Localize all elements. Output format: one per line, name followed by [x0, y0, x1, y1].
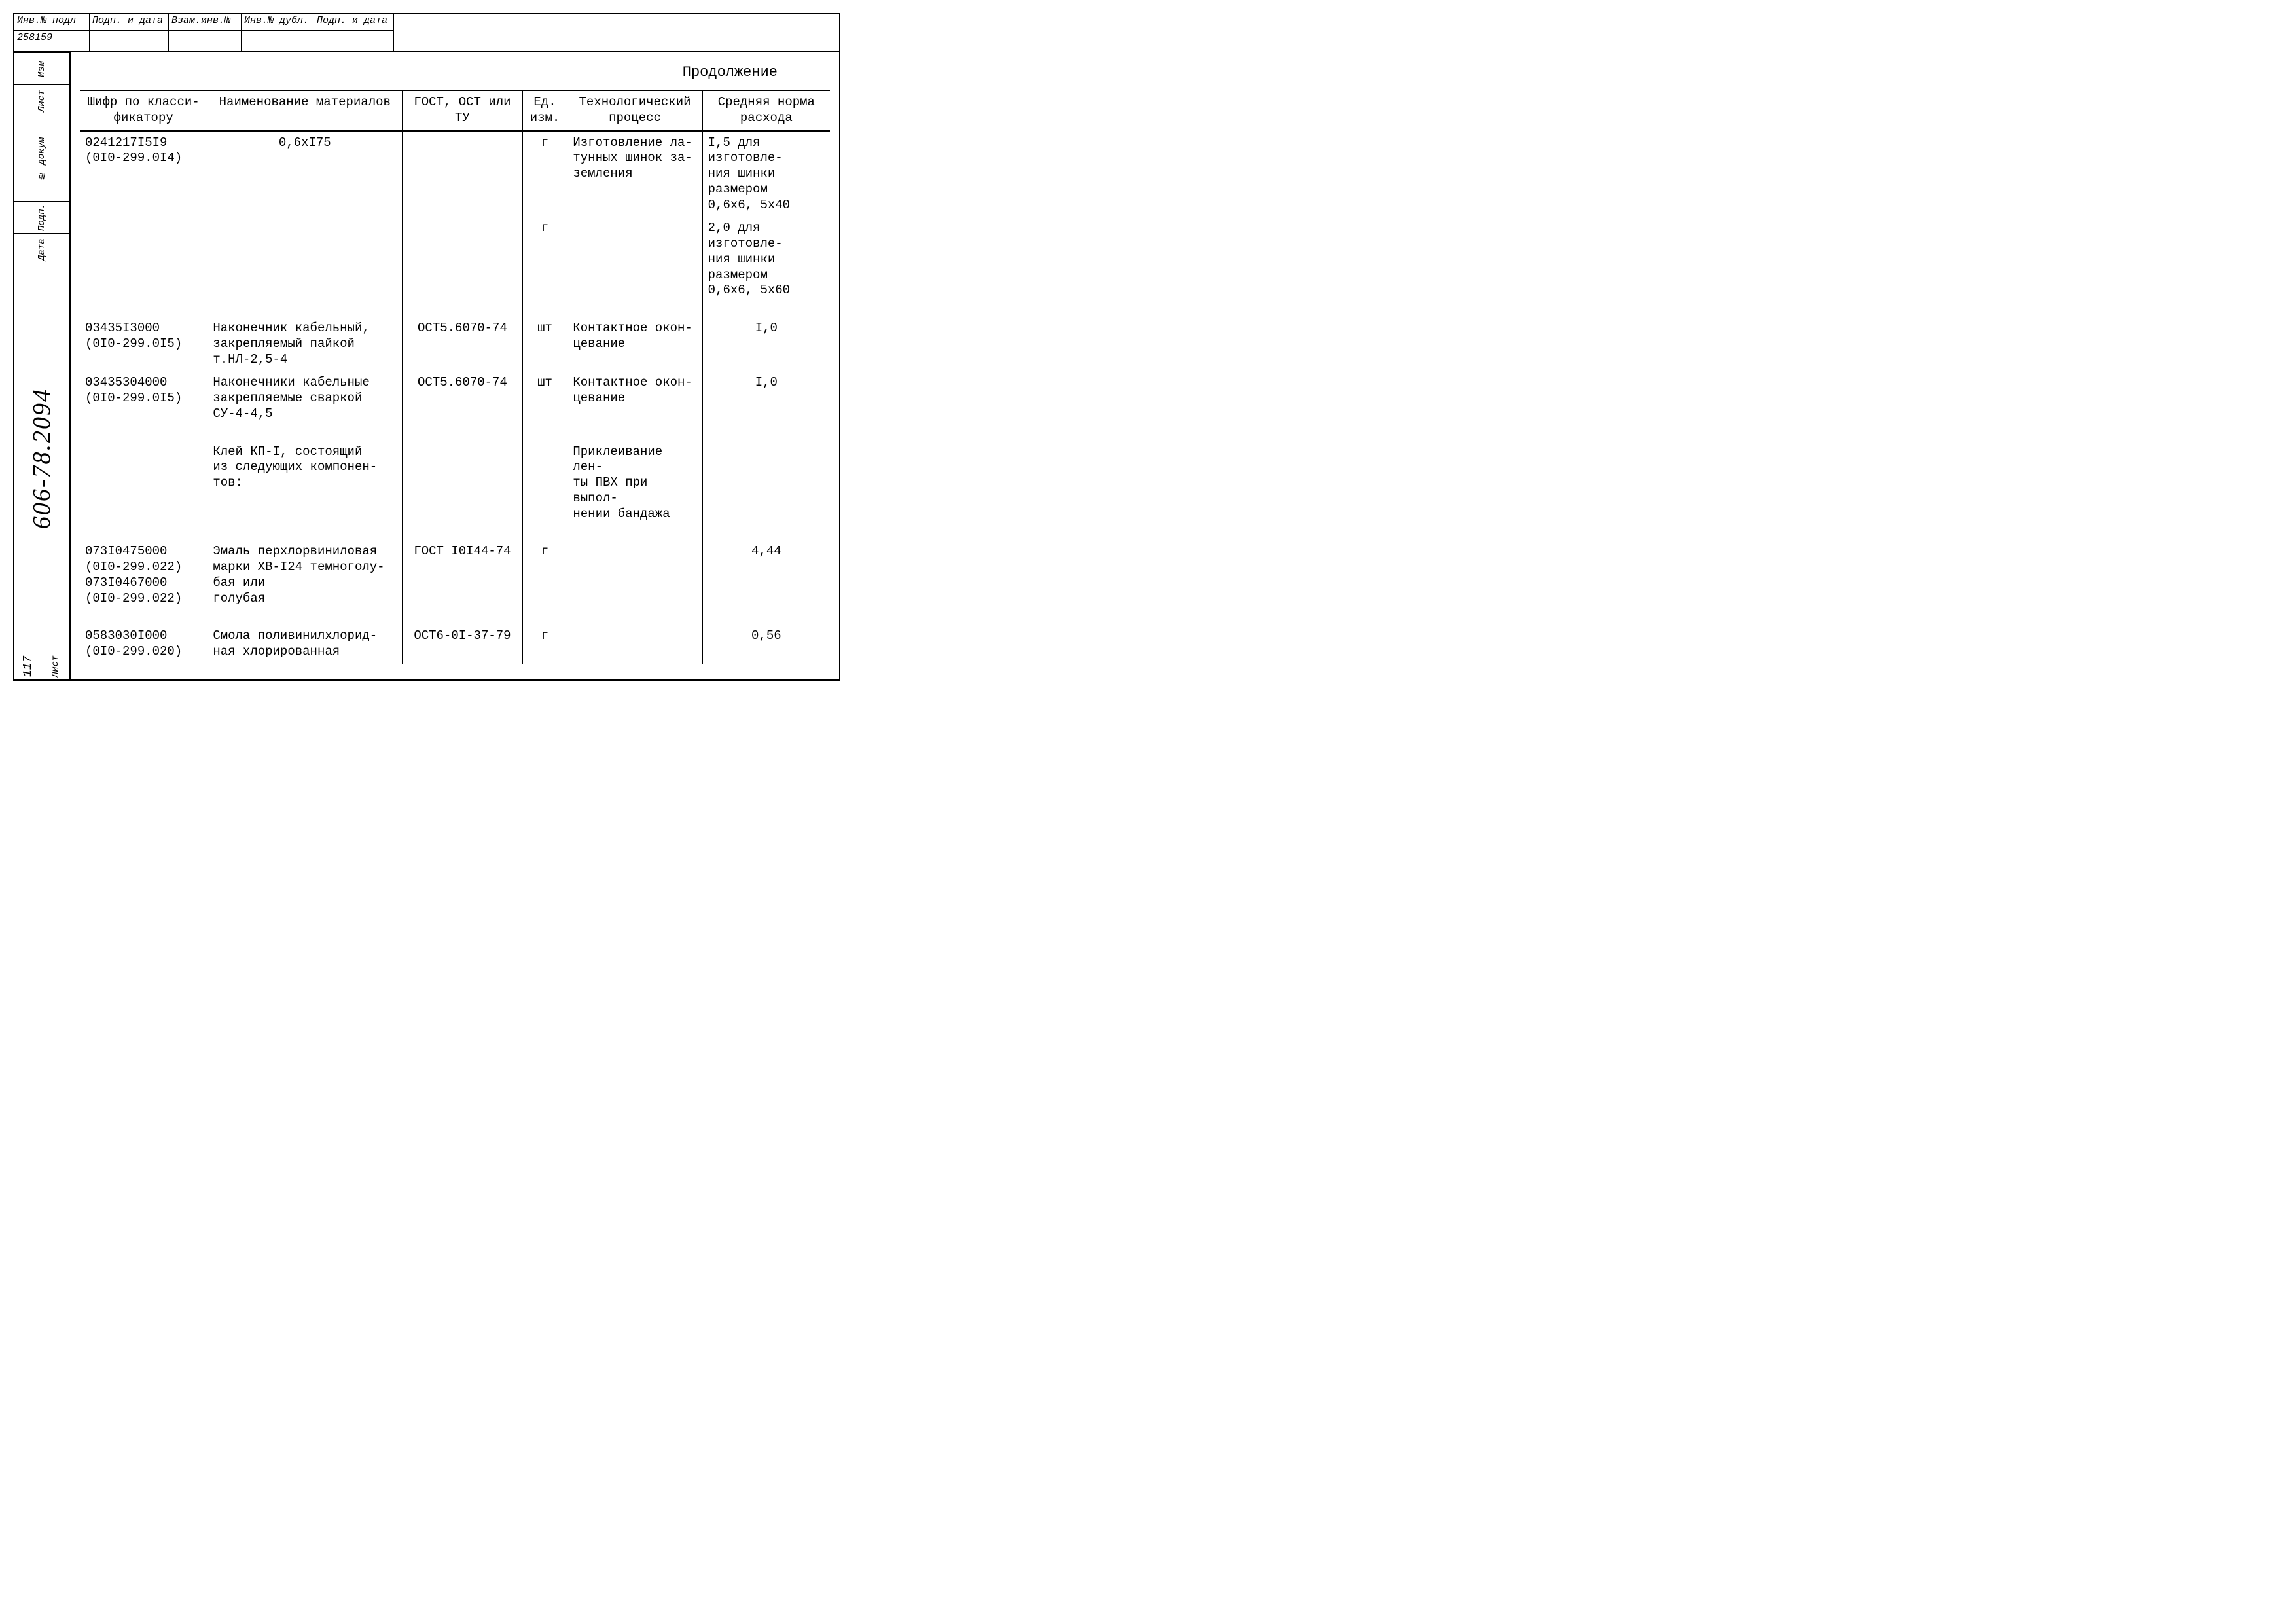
- table-cell: Наконечник кабельный,закрепляемый пайкой…: [207, 317, 403, 371]
- sb-ndokum: № докум: [14, 117, 69, 201]
- rev-cell-inv-dubl: Инв.№ дубл.: [242, 14, 314, 51]
- table-cell: г: [522, 217, 567, 302]
- table-cell: [567, 624, 702, 664]
- table-cell: 03435304000(0I0-299.0I5): [80, 371, 207, 425]
- left-sidebar: Изм Лист № докум Подп. Дата 606-78.2094 …: [14, 52, 71, 679]
- table-header-row: Шифр по класси- фикатору Наименование ма…: [80, 90, 830, 131]
- table-cell: г: [522, 540, 567, 610]
- table-cell: 4,44: [702, 540, 830, 610]
- table-row: 03435I3000(0I0-299.0I5)Наконечник кабель…: [80, 317, 830, 371]
- rev-value: [242, 31, 314, 51]
- rev-cell-inv-podl: Инв.№ подл 258159: [14, 14, 90, 51]
- table-cell: Контактное окон-цевание: [567, 371, 702, 425]
- table-cell: 0241217I5I9(0I0-299.0I4): [80, 131, 207, 217]
- th-gost: ГОСТ, ОСТ или ТУ: [403, 90, 522, 131]
- rev-cell-blank: [394, 14, 839, 51]
- table-cell: [207, 217, 403, 302]
- sb-izm: Изм: [14, 52, 69, 84]
- rev-label: Подп. и дата: [314, 14, 393, 31]
- rev-value: [314, 31, 393, 51]
- document-frame: Инв.№ подл 258159 Подп. и дата Взам.инв.…: [13, 13, 840, 681]
- th-process: Технологический процесс: [567, 90, 702, 131]
- sheet-number: 117: [14, 653, 42, 679]
- table-cell: г: [522, 131, 567, 217]
- table-spacer: [80, 526, 830, 540]
- table-cell: [403, 441, 522, 526]
- table-cell: [567, 217, 702, 302]
- th-unit: Ед. изм.: [522, 90, 567, 131]
- table-cell: [403, 131, 522, 217]
- table-cell: 0583030I000(0I0-299.020): [80, 624, 207, 664]
- table-cell: ОСТ6-0I-37-79: [403, 624, 522, 664]
- content-area: Продолжение Шифр по класси- фикатору Наи…: [71, 52, 839, 679]
- table-spacer: [80, 426, 830, 441]
- table-cell: [522, 441, 567, 526]
- table-cell: 2,0 для изготовле-ния шинки размером0,6х…: [702, 217, 830, 302]
- table-spacer: [80, 610, 830, 624]
- rev-label: Взам.инв.№: [169, 14, 241, 31]
- materials-table: Шифр по класси- фикатору Наименование ма…: [80, 90, 830, 664]
- table-cell: I,0: [702, 371, 830, 425]
- document-number: 606-78.2094: [27, 388, 56, 529]
- table-row: 073I0475000(0I0-299.022)073I0467000(0I0-…: [80, 540, 830, 610]
- table-cell: Клей КП-I, состоящийиз следующих компоне…: [207, 441, 403, 526]
- table-cell: [702, 441, 830, 526]
- table-cell: 0,56: [702, 624, 830, 664]
- table-cell: 0,6хI75: [207, 131, 403, 217]
- table-cell: 073I0475000(0I0-299.022)073I0467000(0I0-…: [80, 540, 207, 610]
- th-name: Наименование материалов: [207, 90, 403, 131]
- table-row: 03435304000(0I0-299.0I5)Наконечники кабе…: [80, 371, 830, 425]
- sb-data: Дата: [14, 233, 69, 265]
- table-cell: [80, 217, 207, 302]
- rev-cell-podp-data-1: Подп. и дата: [90, 14, 169, 51]
- table-row: 0583030I000(0I0-299.020)Смола поливинилх…: [80, 624, 830, 664]
- sheet-box: 117 Лист: [14, 653, 69, 679]
- table-cell: Эмаль перхлорвиниловаямарки ХВ-I24 темно…: [207, 540, 403, 610]
- continuation-label: Продолжение: [80, 60, 830, 90]
- table-row: г 2,0 для изготовле-ния шинки размером0,6…: [80, 217, 830, 302]
- table-cell: ГОСТ I0I44-74: [403, 540, 522, 610]
- table-spacer: [80, 302, 830, 317]
- table-row: Клей КП-I, состоящийиз следующих компоне…: [80, 441, 830, 526]
- table-cell: Изготовление ла-тунных шинок за-земления: [567, 131, 702, 217]
- rev-cell-podp-data-2: Подп. и дата: [314, 14, 394, 51]
- table-cell: г: [522, 624, 567, 664]
- table-cell: Контактное окон-цевание: [567, 317, 702, 371]
- table-cell: [80, 441, 207, 526]
- th-norm: Средняя норма расхода: [702, 90, 830, 131]
- table-row: 0241217I5I9(0I0-299.0I4)0,6хI75 гИзготовл…: [80, 131, 830, 217]
- table-cell: ОСТ5.6070-74: [403, 317, 522, 371]
- table-cell: 03435I3000(0I0-299.0I5): [80, 317, 207, 371]
- table-cell: шт: [522, 317, 567, 371]
- table-cell: шт: [522, 371, 567, 425]
- sheet-label: Лист: [42, 653, 70, 679]
- table-cell: Наконечники кабельныезакрепляемые сварко…: [207, 371, 403, 425]
- table-cell: [403, 217, 522, 302]
- document-body: Изм Лист № докум Подп. Дата 606-78.2094 …: [14, 52, 839, 679]
- table-cell: I,0: [702, 317, 830, 371]
- th-code: Шифр по класси- фикатору: [80, 90, 207, 131]
- table-cell: ОСТ5.6070-74: [403, 371, 522, 425]
- table-cell: [567, 540, 702, 610]
- table-cell: I,5 для изготовле-ния шинки размером0,6х…: [702, 131, 830, 217]
- rev-label: Инв.№ подл: [14, 14, 89, 31]
- sb-list: Лист: [14, 84, 69, 117]
- table-cell: Смола поливинилхлорид-ная хлорированная: [207, 624, 403, 664]
- revision-strip: Инв.№ подл 258159 Подп. и дата Взам.инв.…: [14, 14, 839, 52]
- rev-value: [90, 31, 168, 51]
- document-number-box: 606-78.2094: [14, 265, 69, 653]
- sb-podp: Подп.: [14, 201, 69, 233]
- rev-label: Подп. и дата: [90, 14, 168, 31]
- rev-cell-vzam-inv: Взам.инв.№: [169, 14, 242, 51]
- table-cell: Приклеивание лен-ты ПВХ при выпол-нении …: [567, 441, 702, 526]
- rev-label: Инв.№ дубл.: [242, 14, 314, 31]
- table-body: 0241217I5I9(0I0-299.0I4)0,6хI75гИзготовл…: [80, 131, 830, 664]
- rev-value: 258159: [14, 31, 89, 51]
- rev-value: [169, 31, 241, 51]
